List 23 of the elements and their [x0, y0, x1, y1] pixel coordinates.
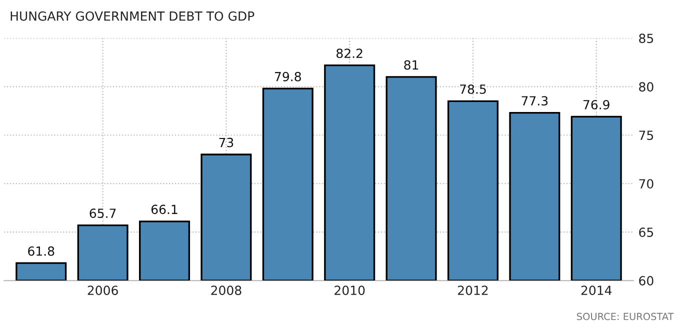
- x-tick-label: 2012: [458, 286, 488, 296]
- source-note: SOURCE: EUROSTAT: [577, 312, 674, 320]
- y-tick-label: 80: [639, 82, 654, 92]
- data-label: 82.2: [336, 48, 362, 58]
- data-label: 81: [404, 60, 418, 70]
- data-label: 79.8: [275, 72, 301, 82]
- x-tick-label: 2006: [88, 286, 118, 296]
- chart-title: HUNGARY GOVERNMENT DEBT TO GDP: [10, 11, 254, 21]
- data-label: 78.5: [460, 84, 486, 94]
- data-label: 76.9: [583, 100, 610, 110]
- x-tick-label: 2014: [581, 286, 612, 296]
- y-tick-label: 65: [639, 228, 654, 237]
- data-label: 77.3: [522, 96, 548, 106]
- x-tick-label: 2010: [334, 286, 365, 296]
- y-tick-label: 70: [639, 179, 654, 189]
- data-label: 61.8: [28, 246, 54, 256]
- data-label: 66.1: [151, 204, 178, 214]
- y-tick-label: 75: [639, 130, 654, 140]
- y-tick-label: 60: [639, 276, 654, 286]
- data-label: 73: [219, 138, 234, 148]
- x-tick-label: 2008: [211, 286, 242, 296]
- y-tick-label: 85: [639, 34, 654, 44]
- data-label: 65.7: [90, 208, 116, 218]
